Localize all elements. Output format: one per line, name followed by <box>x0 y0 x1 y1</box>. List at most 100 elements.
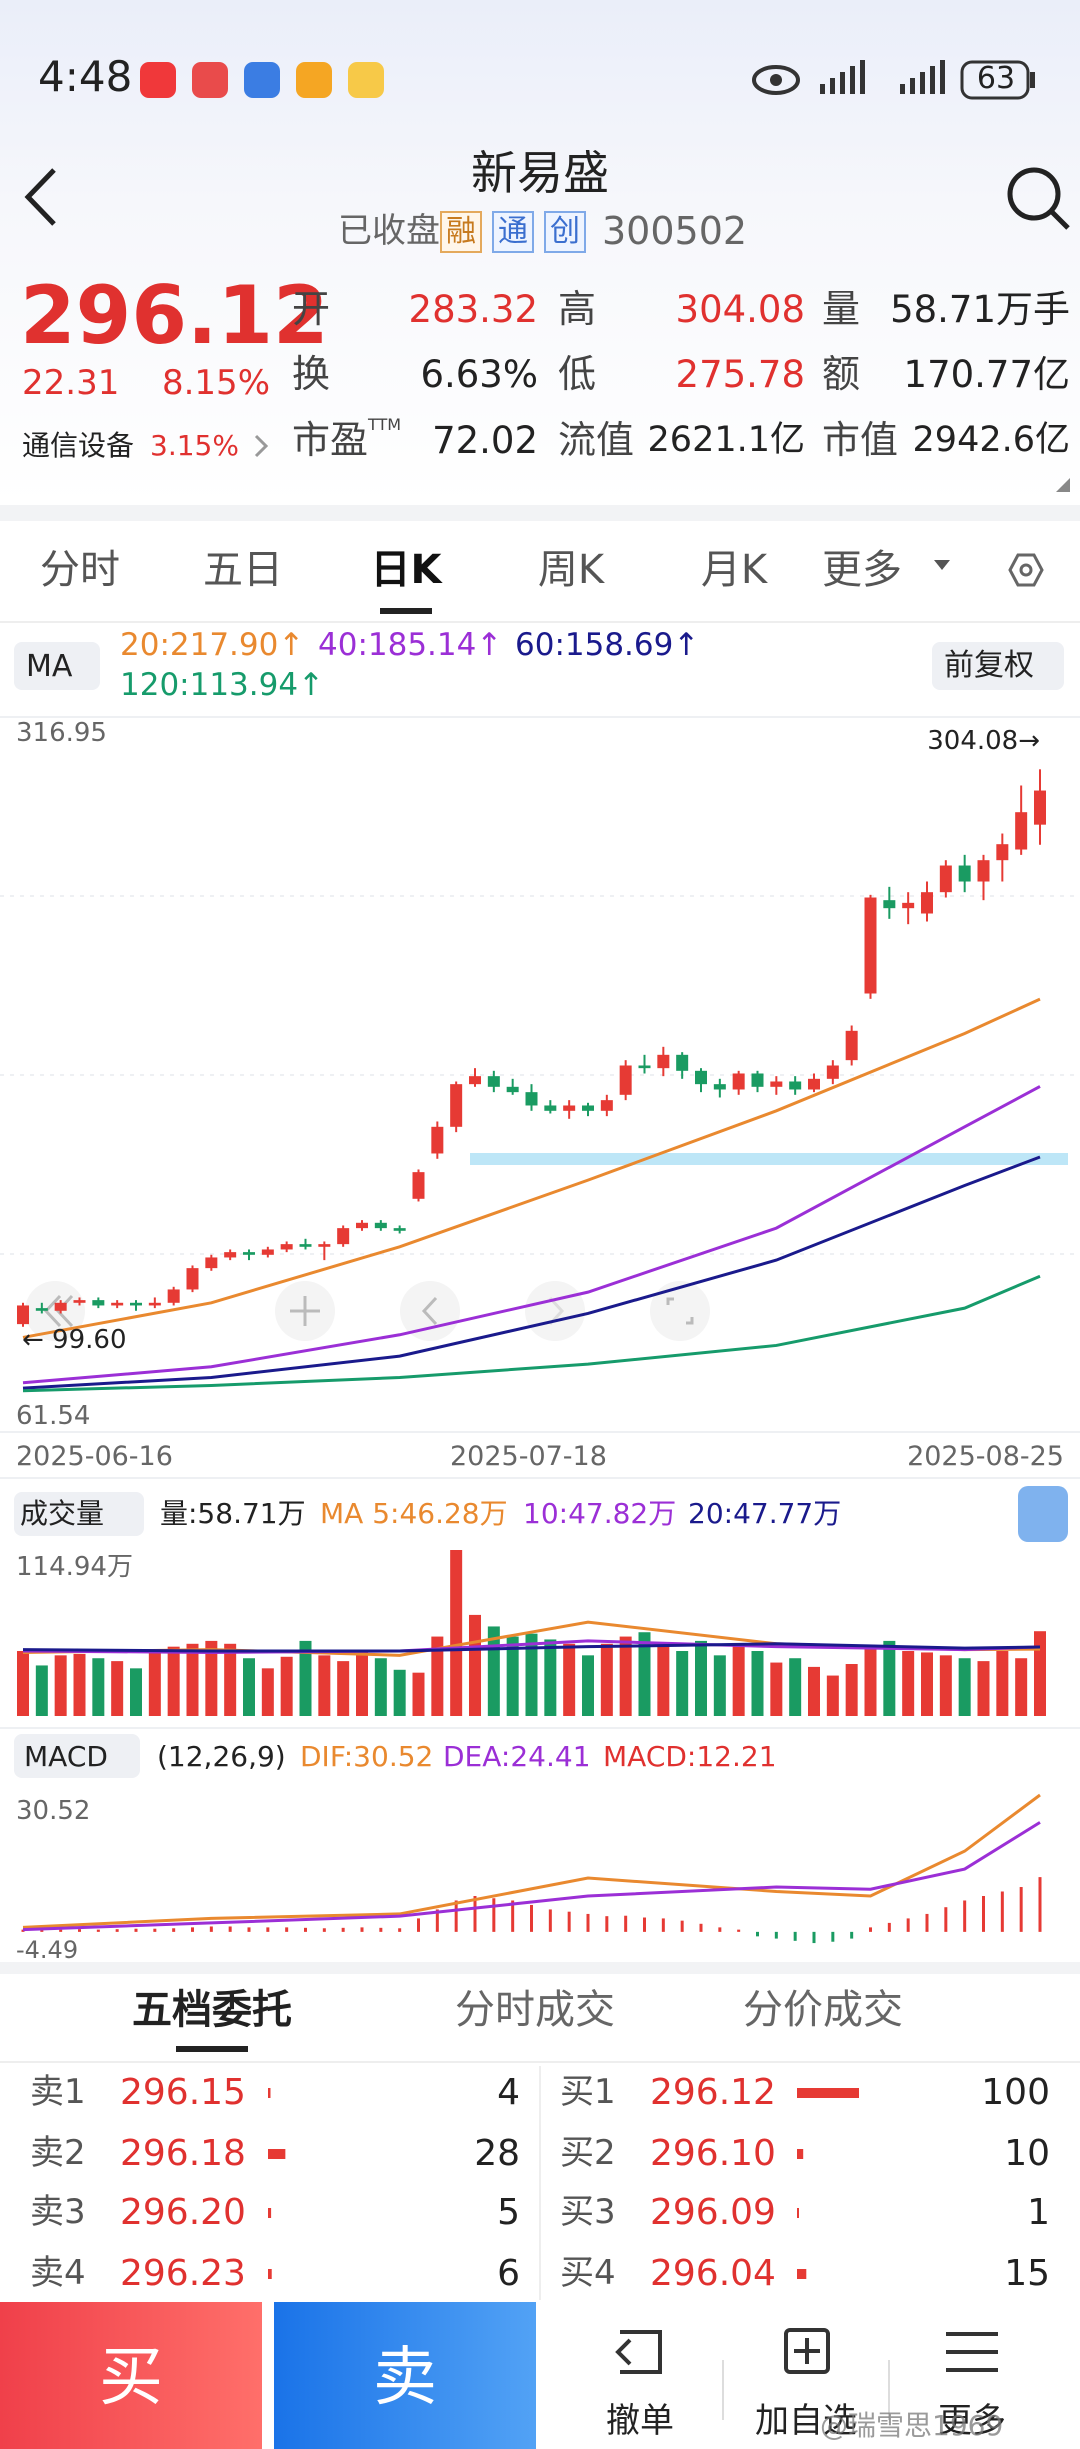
search[interactable] <box>1007 167 1061 221</box>
candle-body <box>224 1252 237 1258</box>
quote-label: 开 <box>292 287 331 331</box>
macd-button-label: MACD <box>24 1740 108 1773</box>
frame <box>0 716 1080 1729</box>
book-bar <box>268 2088 271 2098</box>
price: 296.12 <box>20 269 329 362</box>
tab-icons <box>0 553 1080 623</box>
volume-bar <box>996 1651 1009 1716</box>
date-label: 2025-08-25 <box>907 1441 1064 1472</box>
tab[interactable]: 月K <box>700 547 768 593</box>
quote-value: 170.77亿 <box>903 352 1070 396</box>
candle-body <box>1034 790 1046 825</box>
volume-bar <box>205 1640 218 1716</box>
volume-bar <box>657 1643 670 1716</box>
candle-body <box>582 1105 594 1111</box>
volume-bar <box>374 1658 387 1716</box>
candle-body <box>695 1070 707 1085</box>
volume-bar <box>676 1651 689 1716</box>
ma-button[interactable] <box>14 642 100 690</box>
volume-button[interactable] <box>14 1492 144 1536</box>
tab[interactable]: 更多 <box>822 547 902 593</box>
candle-body <box>826 1065 839 1079</box>
book-price: 296.15 <box>120 2072 246 2113</box>
book-qty: 4 <box>497 2072 520 2113</box>
book-price: 296.23 <box>120 2253 246 2294</box>
volume-legend: MA 5:46.28万 <box>320 1497 508 1530</box>
book-label: 买2 <box>560 2133 616 2173</box>
volume-bar <box>337 1661 350 1716</box>
quote-label: 换 <box>292 352 331 396</box>
quote-icons <box>254 434 1070 492</box>
volume-bar <box>695 1640 707 1716</box>
book-qty: 5 <box>497 2192 520 2233</box>
sell-label: 卖 <box>373 2341 437 2415</box>
volume-bar <box>977 1661 990 1716</box>
action[interactable]: 撤单 <box>606 2401 674 2441</box>
candle-body <box>261 1249 274 1255</box>
tab[interactable]: 周K <box>537 547 605 593</box>
ma-legend: 40:185.14↑ <box>318 627 503 663</box>
settings[interactable] <box>1008 553 1044 587</box>
tab[interactable]: 日K <box>370 547 442 593</box>
macd-line <box>22 1793 1041 1929</box>
volume-bar <box>958 1658 971 1716</box>
date-label: 2025-07-18 <box>450 1441 607 1472</box>
ma-line <box>22 1085 1041 1385</box>
volume-bar <box>1015 1658 1028 1716</box>
separator <box>0 505 1080 521</box>
panel-toggle[interactable] <box>1018 1486 1068 1542</box>
candle-body <box>431 1126 444 1154</box>
order-tab[interactable]: 分时成交 <box>455 1987 615 2033</box>
order-tab[interactable]: 五档委托 <box>132 1987 292 2033</box>
ma-legend: 20:217.90↑ <box>120 627 305 663</box>
candle-body <box>958 865 971 882</box>
candle-body <box>845 1030 858 1061</box>
back[interactable] <box>24 168 56 226</box>
tab-underline <box>176 2046 248 2052</box>
candle-body <box>73 1300 86 1303</box>
macd-legend: MACD:12.21 <box>603 1740 777 1773</box>
macd-line <box>22 1821 1041 1932</box>
adjust-button[interactable] <box>932 642 1064 690</box>
book-qty: 100 <box>981 2072 1050 2113</box>
candle-body <box>412 1172 425 1199</box>
volume-bar <box>299 1640 312 1716</box>
quote-label: 额 <box>822 352 861 396</box>
industry-pct: 3.15% <box>150 429 239 462</box>
action[interactable]: 更多 <box>938 2401 1006 2441</box>
macd-button[interactable] <box>14 1734 140 1778</box>
candle-body <box>469 1076 481 1085</box>
quote-value: 72.02 <box>432 418 538 462</box>
volume-ma-line <box>22 1642 1041 1653</box>
book-bar <box>268 2208 272 2218</box>
volume-bar <box>261 1668 274 1716</box>
ma-legend: 60:158.69↑ <box>515 627 700 663</box>
pe-superscript: TTM <box>368 415 402 434</box>
order-tab[interactable]: 分价成交 <box>743 1987 903 2033</box>
quote-value: 6.63% <box>420 352 538 396</box>
volume-bar <box>224 1643 237 1716</box>
tab[interactable]: 五日 <box>203 547 283 593</box>
watermark: @瑞雪思1969 <box>820 2409 1004 2442</box>
volume-bar <box>713 1655 726 1716</box>
volume-bar <box>845 1664 858 1716</box>
date-label: 2025-06-16 <box>16 1441 173 1472</box>
buy-button[interactable] <box>0 2302 262 2449</box>
candle-body <box>167 1289 180 1303</box>
volume-bar <box>450 1550 463 1716</box>
book-label: 买1 <box>560 2072 616 2112</box>
candle-body <box>54 1302 67 1311</box>
quote-value: 58.71万手 <box>890 287 1070 331</box>
code: 300502 <box>602 209 748 253</box>
volume-bar <box>902 1651 915 1716</box>
tab[interactable]: 分时 <box>40 547 120 593</box>
book-price: 296.10 <box>650 2133 776 2174</box>
volume-bar <box>243 1658 255 1716</box>
candle-body <box>676 1054 689 1071</box>
volume-bar <box>356 1651 368 1716</box>
action[interactable]: 加自选 <box>755 2401 857 2441</box>
volume-bar <box>638 1632 651 1716</box>
sell-button[interactable] <box>274 2302 536 2449</box>
book-bar <box>268 2149 286 2159</box>
candle-body <box>393 1228 406 1231</box>
